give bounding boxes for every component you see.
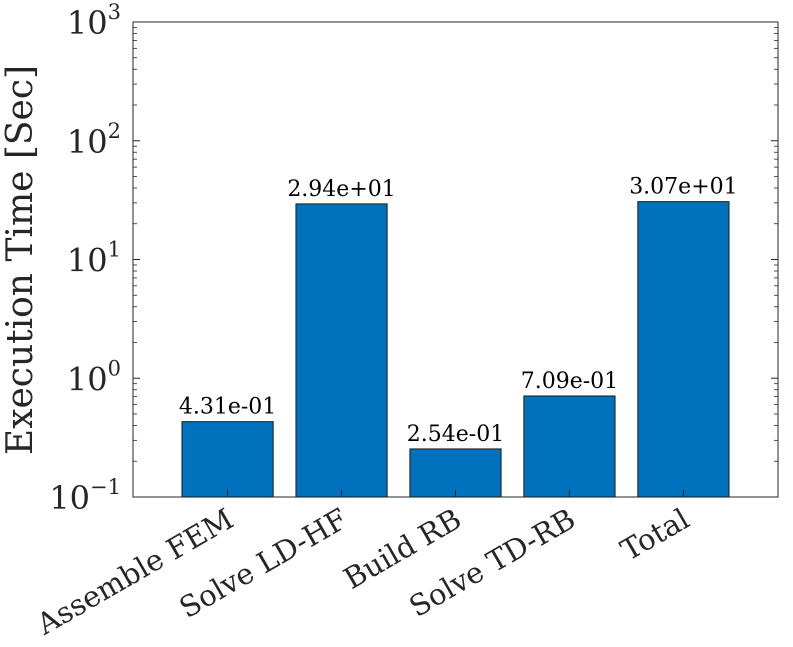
bar-1 [295,203,388,498]
y-tick-label: 100 [67,356,121,398]
y-tick-label: 103 [67,0,121,42]
bar-0 [181,421,274,498]
y-tick-label: 102 [67,119,121,161]
x-tick-label-4: Total [615,502,695,568]
data-label-3: 7.09e-01 [521,369,618,394]
data-label-2: 2.54e-01 [407,422,504,447]
bars-group [181,201,730,498]
bar-3 [523,395,616,498]
bar-2 [409,448,502,498]
y-axis: 10−1 100 101 102 103 [49,0,778,517]
bar-4 [637,201,730,498]
y-tick-label: 10−1 [49,475,121,517]
data-label-1: 2.94e+01 [287,177,395,202]
data-label-0: 4.31e-01 [179,395,276,420]
y-axis-label: Execution Time [Sec] [0,65,41,455]
y-tick-label: 101 [67,238,121,280]
data-labels-group: 4.31e-01 2.94e+01 2.54e-01 7.09e-01 3.07e+01 [179,175,738,447]
data-label-4: 3.07e+01 [629,175,737,200]
x-tick-label-0: Assemble FEM [30,502,239,642]
